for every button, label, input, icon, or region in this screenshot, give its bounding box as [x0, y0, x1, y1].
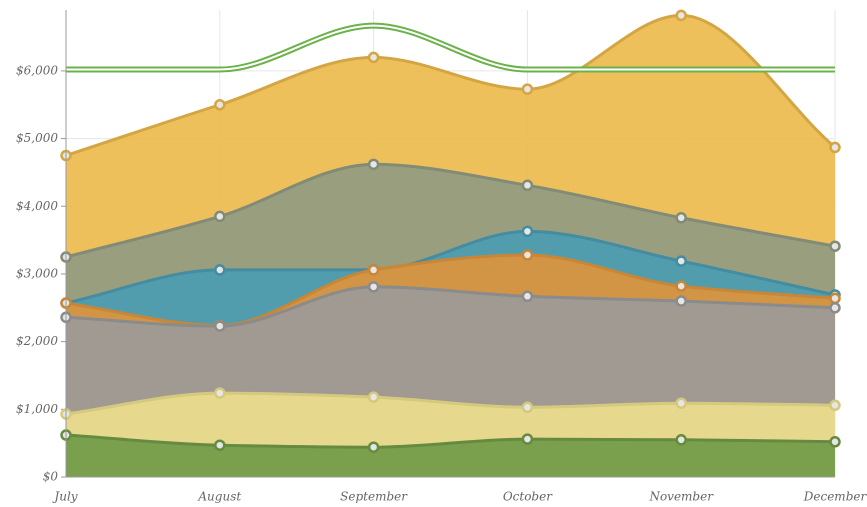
point: [367, 158, 380, 171]
point: [829, 399, 841, 412]
y-tick-label: $2,000: [16, 334, 58, 348]
point: [675, 295, 687, 307]
y-tick-label: $1,000: [16, 402, 58, 416]
y-tick-label: $0: [43, 470, 59, 484]
area-line: [65, 285, 836, 328]
x-tick-label: December: [803, 490, 867, 504]
area-line: [65, 162, 836, 259]
target-line-inner: [66, 24, 835, 71]
point: [367, 264, 380, 276]
area-line: [65, 13, 836, 157]
x-tick-label: August: [197, 490, 241, 504]
point: [521, 401, 534, 414]
point: [214, 210, 226, 223]
point: [829, 141, 841, 154]
y-tick-label: $3,000: [16, 266, 58, 280]
point: [521, 225, 534, 238]
point: [675, 255, 687, 267]
point: [214, 387, 226, 399]
point: [675, 9, 687, 22]
point: [521, 290, 534, 303]
point: [829, 240, 841, 252]
point: [214, 99, 226, 111]
point: [214, 264, 226, 276]
point: [214, 439, 226, 451]
point: [521, 179, 534, 192]
area-line: [65, 433, 836, 449]
point: [214, 320, 226, 332]
point: [521, 433, 534, 445]
y-tick-label: $6,000: [16, 63, 58, 77]
y-tick-label: $4,000: [16, 199, 58, 213]
point: [521, 249, 534, 261]
point: [367, 391, 380, 403]
y-tick-label: $5,000: [16, 131, 58, 145]
point: [675, 212, 687, 224]
point: [367, 51, 380, 64]
point: [521, 83, 534, 95]
point: [367, 281, 380, 293]
point: [675, 434, 687, 446]
x-tick-label: November: [648, 490, 714, 504]
area-line: [65, 229, 836, 305]
point: [367, 441, 380, 453]
x-tick-label: July: [51, 490, 77, 504]
point: [829, 292, 841, 305]
point: [829, 302, 841, 314]
x-tick-label: September: [340, 490, 408, 504]
area: [66, 435, 835, 477]
point: [829, 436, 841, 448]
x-tick-label: October: [503, 490, 553, 504]
area-line: [65, 391, 836, 416]
point: [675, 397, 687, 409]
point: [675, 280, 687, 292]
